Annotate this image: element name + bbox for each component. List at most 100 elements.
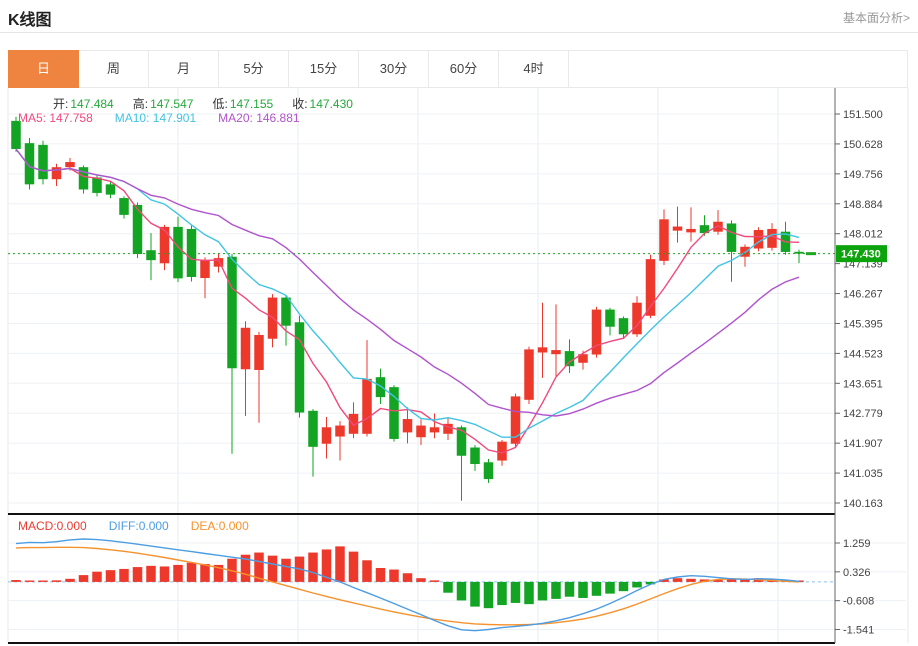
candle-body [200, 259, 210, 279]
diff-line [15, 538, 800, 632]
candle-body [429, 427, 440, 433]
macd-bar [524, 581, 534, 605]
close-label: 收: [292, 97, 308, 111]
macd-bar [389, 569, 399, 582]
dea-line [15, 546, 800, 626]
price-axis-label: 143.651 [843, 378, 883, 390]
candle-body [753, 229, 764, 249]
macd-bar [105, 570, 116, 582]
candle-body [551, 350, 561, 355]
fundamental-analysis-link[interactable]: 基本面分析> [842, 11, 910, 25]
macd-bar [591, 581, 602, 596]
candle-body [51, 167, 62, 180]
macd-axis-label: 1.259 [843, 538, 871, 550]
ma10-value: MA10: 147.901 [114, 111, 197, 125]
candle-body [389, 387, 399, 439]
price-axis-label: 145.395 [843, 318, 883, 330]
macd-bar [146, 565, 156, 582]
candle-body [645, 259, 656, 316]
candle-body [672, 226, 683, 231]
candle-body [335, 425, 345, 437]
high-label: 高: [132, 97, 149, 111]
macd-axis-label: -0.608 [843, 596, 874, 608]
tab-h4[interactable]: 4时 [499, 51, 569, 87]
candle-body [524, 349, 534, 400]
diff-value: DIFF:0.000 [108, 519, 169, 533]
macd-bar [672, 578, 683, 582]
macd-bar [564, 581, 575, 597]
tab-m5[interactable]: 5分 [219, 51, 289, 87]
candle-body [119, 198, 129, 215]
price-axis-label: 151.500 [843, 109, 883, 121]
candle-body [578, 354, 588, 363]
macd-bar [281, 558, 291, 582]
tab-m60[interactable]: 60分 [429, 51, 499, 87]
macd-bar [429, 580, 440, 582]
macd-bar [65, 578, 75, 582]
low-value: 低: 147.155 [212, 97, 274, 111]
candle-body [78, 167, 89, 190]
tab-day[interactable]: 日 [8, 50, 79, 88]
macd-value: MACD:0.000 [18, 519, 87, 533]
period-tab-bar: 日周月 5分 15分 30分 60分 4时 [8, 50, 908, 88]
candle-body [186, 228, 197, 277]
macd-bar [24, 580, 35, 582]
open-label: 开: [53, 97, 69, 111]
candle-body [402, 419, 413, 433]
candle-body [173, 226, 183, 279]
macd-bar [497, 581, 507, 606]
high-value: 高: 147.547 [132, 97, 194, 111]
macd-bar [200, 563, 210, 582]
macd-bar [240, 554, 251, 582]
ma10-line [15, 148, 800, 438]
macd-bar [416, 578, 426, 582]
macd-axis-label: 0.326 [843, 567, 871, 579]
tab-m30[interactable]: 30分 [359, 51, 429, 87]
candle-body [132, 204, 143, 254]
macd-bar [578, 581, 588, 598]
last-price-tag-label: 147.430 [841, 249, 881, 261]
candle-body [240, 327, 251, 370]
tab-m15[interactable]: 15分 [289, 51, 359, 87]
low-label: 低: [212, 97, 228, 111]
candle-body [443, 423, 453, 434]
candle-body [38, 144, 48, 180]
tab-week[interactable]: 周 [79, 51, 149, 87]
candle-body [726, 223, 737, 252]
ma-readout: MA5: 147.758 MA10: 147.901 MA20: 146.881 [18, 111, 300, 125]
candle-body [321, 427, 332, 444]
macd-bar [78, 575, 89, 582]
candle-body [308, 410, 318, 447]
candle-body [24, 143, 35, 185]
price-axis-label: 149.756 [843, 169, 883, 181]
candle-body [375, 377, 386, 398]
candle-body [564, 351, 575, 367]
macd-bar [402, 573, 413, 582]
price-axis-label: 144.523 [843, 348, 883, 360]
candle-body [11, 120, 21, 149]
macd-bar [713, 580, 723, 582]
ohlc-readout: 开: 147.484 高: 147.547 低: 147.155 收: 147.430 [53, 95, 353, 112]
macd-bar [510, 581, 521, 603]
macd-bar [605, 581, 615, 594]
close-value: 收: 147.430 [292, 97, 353, 111]
candle-body [159, 226, 170, 264]
macd-bar [132, 567, 143, 582]
candle-body [456, 427, 467, 456]
macd-bar [159, 566, 170, 582]
candle-body [699, 225, 710, 234]
candle-body [105, 184, 116, 195]
macd-bar [348, 551, 359, 582]
macd-bar [632, 581, 642, 588]
candle-body [146, 250, 156, 261]
candle-body [767, 228, 777, 248]
macd-bar [537, 581, 548, 601]
macd-bar [686, 578, 696, 582]
price-axis-label: 146.267 [843, 289, 883, 301]
price-axis-label: 140.163 [843, 498, 883, 510]
macd-bar [213, 564, 224, 582]
candle-body [794, 251, 804, 254]
tab-month[interactable]: 月 [149, 51, 219, 87]
